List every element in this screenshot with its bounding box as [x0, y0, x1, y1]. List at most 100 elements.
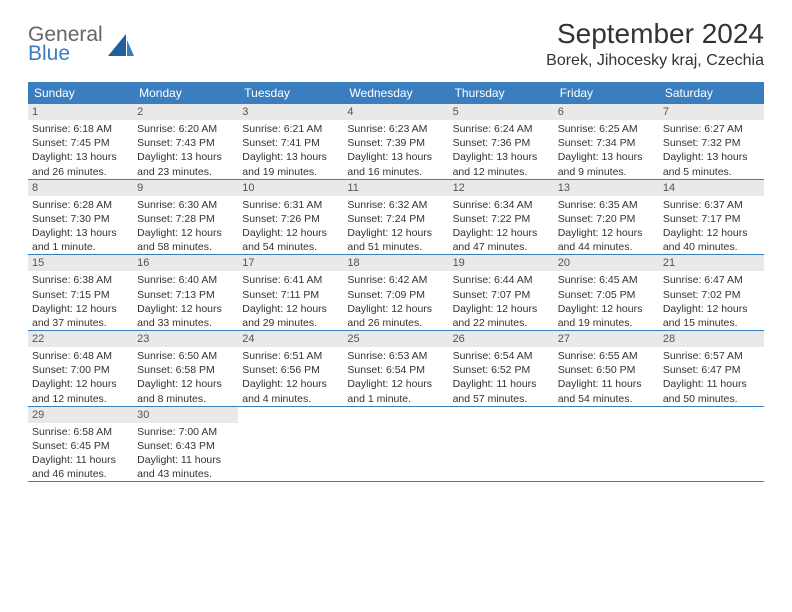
day-number: 6: [554, 104, 659, 120]
calendar-cell: 22Sunrise: 6:48 AMSunset: 7:00 PMDayligh…: [28, 331, 133, 407]
daylight-text: Daylight: 12 hours and 15 minutes.: [663, 302, 760, 330]
day-number: 28: [659, 331, 764, 347]
day-details: Sunrise: 6:45 AMSunset: 7:05 PMDaylight:…: [554, 271, 659, 330]
day-details: Sunrise: 7:00 AMSunset: 6:43 PMDaylight:…: [133, 423, 238, 482]
sunrise-text: Sunrise: 6:30 AM: [137, 198, 234, 212]
sunrise-text: Sunrise: 6:21 AM: [242, 122, 339, 136]
daylight-text: Daylight: 12 hours and 1 minute.: [347, 377, 444, 405]
calendar-cell: 8Sunrise: 6:28 AMSunset: 7:30 PMDaylight…: [28, 179, 133, 255]
day-number: 21: [659, 255, 764, 271]
location-text: Borek, Jihocesky kraj, Czechia: [546, 52, 764, 70]
day-number: 16: [133, 255, 238, 271]
day-details: Sunrise: 6:18 AMSunset: 7:45 PMDaylight:…: [28, 120, 133, 179]
weekday-header-row: Sunday Monday Tuesday Wednesday Thursday…: [28, 82, 764, 104]
day-number: 11: [343, 180, 448, 196]
calendar-row: 8Sunrise: 6:28 AMSunset: 7:30 PMDaylight…: [28, 179, 764, 255]
daylight-text: Daylight: 12 hours and 37 minutes.: [32, 302, 129, 330]
day-details: Sunrise: 6:34 AMSunset: 7:22 PMDaylight:…: [449, 196, 554, 255]
sunrise-text: Sunrise: 6:50 AM: [137, 349, 234, 363]
day-number: 23: [133, 331, 238, 347]
sunset-text: Sunset: 7:24 PM: [347, 212, 444, 226]
calendar-row: 15Sunrise: 6:38 AMSunset: 7:15 PMDayligh…: [28, 255, 764, 331]
sunset-text: Sunset: 6:58 PM: [137, 363, 234, 377]
calendar-cell: 23Sunrise: 6:50 AMSunset: 6:58 PMDayligh…: [133, 331, 238, 407]
sunset-text: Sunset: 6:43 PM: [137, 439, 234, 453]
weekday-header: Saturday: [659, 82, 764, 104]
calendar-cell: 16Sunrise: 6:40 AMSunset: 7:13 PMDayligh…: [133, 255, 238, 331]
day-number: 13: [554, 180, 659, 196]
sunrise-text: Sunrise: 6:48 AM: [32, 349, 129, 363]
calendar-cell: 3Sunrise: 6:21 AMSunset: 7:41 PMDaylight…: [238, 104, 343, 179]
sunset-text: Sunset: 6:56 PM: [242, 363, 339, 377]
sunset-text: Sunset: 6:47 PM: [663, 363, 760, 377]
calendar-cell: 7Sunrise: 6:27 AMSunset: 7:32 PMDaylight…: [659, 104, 764, 179]
day-details: Sunrise: 6:24 AMSunset: 7:36 PMDaylight:…: [449, 120, 554, 179]
day-details: Sunrise: 6:32 AMSunset: 7:24 PMDaylight:…: [343, 196, 448, 255]
weekday-header: Friday: [554, 82, 659, 104]
calendar-cell: 30Sunrise: 7:00 AMSunset: 6:43 PMDayligh…: [133, 406, 238, 482]
daylight-text: Daylight: 12 hours and 26 minutes.: [347, 302, 444, 330]
sunrise-text: Sunrise: 6:27 AM: [663, 122, 760, 136]
day-details: Sunrise: 6:40 AMSunset: 7:13 PMDaylight:…: [133, 271, 238, 330]
sunset-text: Sunset: 7:30 PM: [32, 212, 129, 226]
day-details: Sunrise: 6:25 AMSunset: 7:34 PMDaylight:…: [554, 120, 659, 179]
sunrise-text: Sunrise: 6:24 AM: [453, 122, 550, 136]
sunset-text: Sunset: 7:43 PM: [137, 136, 234, 150]
calendar-cell: 4Sunrise: 6:23 AMSunset: 7:39 PMDaylight…: [343, 104, 448, 179]
weekday-header: Tuesday: [238, 82, 343, 104]
weekday-header: Monday: [133, 82, 238, 104]
sunrise-text: Sunrise: 6:41 AM: [242, 273, 339, 287]
calendar-cell: 27Sunrise: 6:55 AMSunset: 6:50 PMDayligh…: [554, 331, 659, 407]
calendar-cell: 17Sunrise: 6:41 AMSunset: 7:11 PMDayligh…: [238, 255, 343, 331]
day-number: 15: [28, 255, 133, 271]
day-details: Sunrise: 6:21 AMSunset: 7:41 PMDaylight:…: [238, 120, 343, 179]
daylight-text: Daylight: 11 hours and 50 minutes.: [663, 377, 760, 405]
daylight-text: Daylight: 12 hours and 12 minutes.: [32, 377, 129, 405]
sunrise-text: Sunrise: 6:25 AM: [558, 122, 655, 136]
calendar-row: 22Sunrise: 6:48 AMSunset: 7:00 PMDayligh…: [28, 331, 764, 407]
sunset-text: Sunset: 7:36 PM: [453, 136, 550, 150]
day-number: 3: [238, 104, 343, 120]
sunset-text: Sunset: 7:17 PM: [663, 212, 760, 226]
sunset-text: Sunset: 6:50 PM: [558, 363, 655, 377]
calendar-row: 1Sunrise: 6:18 AMSunset: 7:45 PMDaylight…: [28, 104, 764, 179]
calendar-cell: 10Sunrise: 6:31 AMSunset: 7:26 PMDayligh…: [238, 179, 343, 255]
day-number: 17: [238, 255, 343, 271]
calendar-cell: 18Sunrise: 6:42 AMSunset: 7:09 PMDayligh…: [343, 255, 448, 331]
daylight-text: Daylight: 13 hours and 26 minutes.: [32, 150, 129, 178]
day-number: 4: [343, 104, 448, 120]
daylight-text: Daylight: 12 hours and 54 minutes.: [242, 226, 339, 254]
sunset-text: Sunset: 7:26 PM: [242, 212, 339, 226]
sunrise-text: Sunrise: 6:18 AM: [32, 122, 129, 136]
day-number: 9: [133, 180, 238, 196]
daylight-text: Daylight: 11 hours and 54 minutes.: [558, 377, 655, 405]
sunrise-text: Sunrise: 7:00 AM: [137, 425, 234, 439]
calendar-cell: 13Sunrise: 6:35 AMSunset: 7:20 PMDayligh…: [554, 179, 659, 255]
sunset-text: Sunset: 7:32 PM: [663, 136, 760, 150]
daylight-text: Daylight: 12 hours and 44 minutes.: [558, 226, 655, 254]
page-title: September 2024: [546, 18, 764, 50]
sunrise-text: Sunrise: 6:51 AM: [242, 349, 339, 363]
day-details: Sunrise: 6:48 AMSunset: 7:00 PMDaylight:…: [28, 347, 133, 406]
daylight-text: Daylight: 13 hours and 23 minutes.: [137, 150, 234, 178]
sunset-text: Sunset: 7:20 PM: [558, 212, 655, 226]
day-details: Sunrise: 6:53 AMSunset: 6:54 PMDaylight:…: [343, 347, 448, 406]
sunrise-text: Sunrise: 6:40 AM: [137, 273, 234, 287]
sunset-text: Sunset: 7:00 PM: [32, 363, 129, 377]
daylight-text: Daylight: 13 hours and 9 minutes.: [558, 150, 655, 178]
calendar-cell: [449, 406, 554, 482]
sunrise-text: Sunrise: 6:54 AM: [453, 349, 550, 363]
day-details: Sunrise: 6:38 AMSunset: 7:15 PMDaylight:…: [28, 271, 133, 330]
calendar-cell: 24Sunrise: 6:51 AMSunset: 6:56 PMDayligh…: [238, 331, 343, 407]
daylight-text: Daylight: 11 hours and 46 minutes.: [32, 453, 129, 481]
day-details: Sunrise: 6:20 AMSunset: 7:43 PMDaylight:…: [133, 120, 238, 179]
sunset-text: Sunset: 7:02 PM: [663, 288, 760, 302]
sunrise-text: Sunrise: 6:55 AM: [558, 349, 655, 363]
sunrise-text: Sunrise: 6:20 AM: [137, 122, 234, 136]
day-details: Sunrise: 6:55 AMSunset: 6:50 PMDaylight:…: [554, 347, 659, 406]
calendar-cell: 15Sunrise: 6:38 AMSunset: 7:15 PMDayligh…: [28, 255, 133, 331]
sunset-text: Sunset: 7:22 PM: [453, 212, 550, 226]
calendar-cell: [238, 406, 343, 482]
sunrise-text: Sunrise: 6:28 AM: [32, 198, 129, 212]
calendar-table: Sunday Monday Tuesday Wednesday Thursday…: [28, 82, 764, 482]
